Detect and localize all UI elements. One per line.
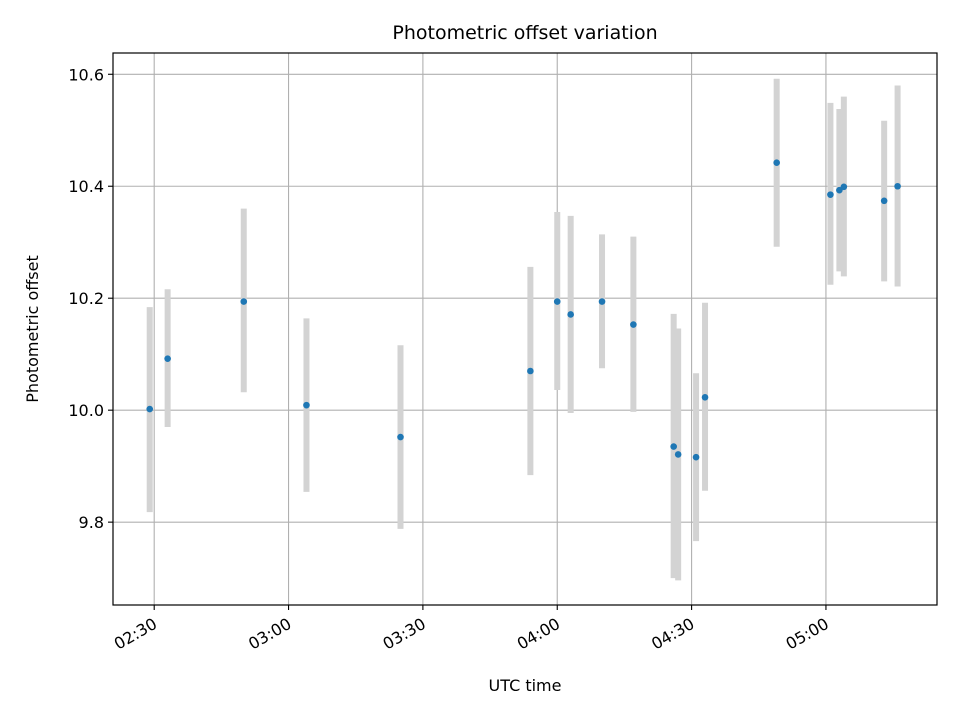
data-point bbox=[701, 394, 709, 401]
data-point bbox=[164, 355, 171, 362]
y-axis-ticks: 9.8 10.0 10.2 10.4 10.6 bbox=[68, 65, 113, 532]
grid bbox=[113, 53, 937, 605]
plot-frame bbox=[112, 52, 938, 606]
y-tick-label: 10.2 bbox=[68, 289, 104, 308]
data-point bbox=[240, 298, 248, 305]
data-point bbox=[630, 321, 637, 328]
data-point bbox=[773, 159, 780, 167]
y-axis-label: Photometric offset bbox=[23, 255, 42, 403]
data-point bbox=[894, 182, 901, 190]
data-point bbox=[836, 186, 843, 194]
x-axis-label: UTC time bbox=[489, 676, 562, 695]
data-point bbox=[827, 191, 834, 198]
data-point bbox=[397, 433, 404, 441]
data-point bbox=[553, 298, 561, 305]
y-tick-label: 10.4 bbox=[68, 177, 104, 196]
y-tick-label: 10.6 bbox=[68, 65, 104, 84]
data-point bbox=[670, 443, 677, 450]
data-point bbox=[303, 401, 310, 409]
data-points bbox=[146, 159, 901, 461]
data-point bbox=[598, 298, 606, 305]
data-point bbox=[880, 197, 888, 205]
data-point bbox=[840, 183, 848, 191]
y-tick-label: 10.0 bbox=[68, 401, 104, 420]
data-point bbox=[527, 367, 534, 375]
data-point bbox=[692, 453, 700, 461]
y-tick-label: 9.8 bbox=[79, 513, 104, 532]
chart-title: Photometric offset variation bbox=[392, 22, 657, 44]
data-point bbox=[146, 405, 154, 413]
data-point bbox=[567, 311, 574, 318]
data-point bbox=[674, 451, 682, 458]
